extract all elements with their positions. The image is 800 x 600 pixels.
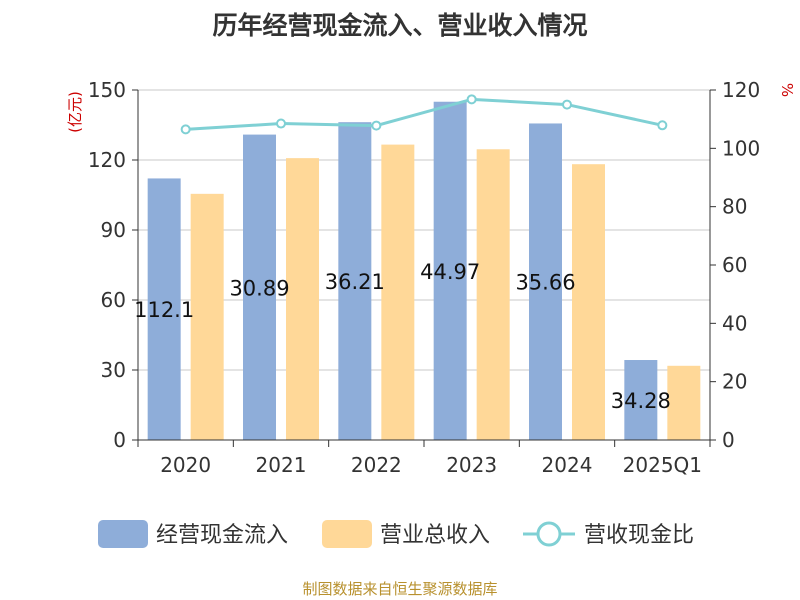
chart-title: 历年经营现金流入、营业收入情况 — [212, 11, 588, 40]
x-tick-label: 2025Q1 — [623, 453, 702, 477]
data-label-cash-inflow: 112.1 — [134, 298, 194, 322]
data-label-cash-inflow: 34.28 — [611, 389, 671, 413]
data-label-cash-inflow: 44.97 — [420, 260, 480, 284]
bar-cash-inflow — [243, 134, 276, 440]
legend-label-revenue: 营业总收入 — [380, 523, 490, 548]
ratio-point — [657, 120, 668, 131]
data-labels: 112.1 30.89 36.21 44.97 35.66 34.28 — [134, 260, 671, 413]
left-tick-label: 0 — [113, 428, 126, 452]
x-tick-label: 2022 — [351, 453, 402, 477]
bar-revenue — [381, 144, 415, 440]
bar-cash-inflow — [529, 123, 562, 441]
legend: 经营现金流入 营业总收入 营收现金比 — [98, 520, 694, 548]
ratio-point — [371, 120, 382, 131]
ratio-point — [276, 118, 286, 129]
right-tick-label: 100 — [722, 136, 760, 160]
right-tick-label: 20 — [722, 370, 747, 394]
data-label-cash-inflow: 36.21 — [325, 270, 385, 294]
right-tick-label: 120 — [722, 78, 760, 102]
left-tick-label: 90 — [101, 218, 126, 242]
bar-cash-inflow — [338, 122, 372, 440]
right-tick-label: 80 — [722, 195, 747, 219]
x-tick-label: 2021 — [256, 453, 307, 477]
bar-revenue — [286, 158, 319, 440]
bar-cash-inflow — [147, 178, 181, 440]
left-tick-label: 120 — [88, 148, 126, 172]
left-tick-label: 30 — [101, 358, 126, 382]
ratio-line-layer — [180, 94, 668, 135]
data-label-cash-inflow: 30.89 — [229, 276, 289, 300]
grid-lines — [138, 89, 710, 371]
ratio-point — [466, 94, 477, 105]
left-axis-unit: (亿元) — [66, 91, 84, 133]
x-tick-label: 2020 — [160, 453, 211, 477]
x-tick-label: 2024 — [542, 453, 593, 477]
ratio-line — [185, 97, 663, 131]
legend-swatch-ratio-marker — [536, 521, 562, 547]
right-tick-label: 60 — [722, 253, 747, 277]
bar-cash-inflow — [624, 360, 658, 440]
left-tick-label: 60 — [101, 288, 126, 312]
x-tick-label: 2023 — [446, 453, 497, 477]
ratio-point — [562, 99, 572, 110]
right-tick-label: 0 — [722, 428, 735, 452]
footer-source: 制图数据来自恒生聚源数据库 — [302, 580, 498, 598]
legend-label-ratio: 营收现金比 — [584, 523, 694, 548]
bar-revenue — [476, 149, 510, 440]
bar-revenue — [572, 164, 605, 440]
ratio-point — [180, 124, 191, 135]
legend-swatch-revenue — [322, 520, 372, 548]
data-label-cash-inflow: 35.66 — [515, 271, 575, 295]
right-tick-label: 40 — [722, 311, 747, 335]
legend-label-cash-inflow: 经营现金流入 — [156, 523, 288, 548]
right-axis-unit: % — [778, 83, 796, 97]
bar-cash-inflow — [433, 101, 467, 440]
bars — [147, 101, 701, 441]
legend-swatch-cash-inflow — [98, 520, 148, 548]
bar-revenue — [190, 193, 224, 440]
left-tick-label: 150 — [88, 78, 126, 102]
bar-revenue — [667, 365, 701, 440]
